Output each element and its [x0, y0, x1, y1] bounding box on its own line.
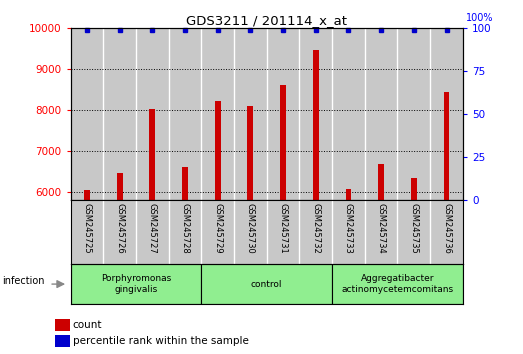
Text: GSM245727: GSM245727	[148, 202, 157, 253]
Bar	[150, 109, 155, 200]
Text: GSM245725: GSM245725	[83, 202, 92, 253]
Bar	[444, 92, 449, 200]
Bar	[84, 190, 90, 200]
Text: control: control	[251, 280, 282, 289]
Bar	[201, 28, 234, 200]
FancyBboxPatch shape	[332, 264, 463, 304]
Text: GSM245733: GSM245733	[344, 202, 353, 253]
Bar	[104, 28, 136, 200]
Bar	[332, 28, 365, 200]
Text: count: count	[73, 320, 103, 330]
FancyBboxPatch shape	[71, 264, 201, 304]
Bar	[234, 28, 267, 200]
Text: GSM245735: GSM245735	[410, 202, 418, 253]
Text: 100%: 100%	[465, 13, 493, 23]
Bar	[430, 28, 463, 200]
Bar	[397, 28, 430, 200]
Bar	[55, 335, 70, 347]
Bar	[117, 173, 122, 200]
Text: percentile rank within the sample: percentile rank within the sample	[73, 336, 249, 346]
Text: GSM245726: GSM245726	[115, 202, 124, 253]
Bar	[168, 28, 201, 200]
Text: Porphyromonas
gingivalis: Porphyromonas gingivalis	[101, 274, 171, 294]
Text: GSM245728: GSM245728	[180, 202, 189, 253]
Bar	[365, 28, 397, 200]
FancyBboxPatch shape	[201, 264, 332, 304]
Bar	[182, 167, 188, 200]
Text: GSM245736: GSM245736	[442, 202, 451, 253]
Text: GSM245730: GSM245730	[246, 202, 255, 253]
Bar	[280, 85, 286, 200]
Bar	[136, 28, 168, 200]
Text: GSM245731: GSM245731	[279, 202, 288, 253]
Text: Aggregatibacter
actinomycetemcomitans: Aggregatibacter actinomycetemcomitans	[342, 274, 453, 294]
Bar	[378, 164, 384, 200]
Bar	[346, 189, 351, 200]
Title: GDS3211 / 201114_x_at: GDS3211 / 201114_x_at	[186, 14, 347, 27]
Text: GSM245729: GSM245729	[213, 202, 222, 253]
Bar	[299, 28, 332, 200]
Text: GSM245732: GSM245732	[311, 202, 320, 253]
Bar	[71, 28, 104, 200]
Bar	[313, 50, 319, 200]
Text: infection: infection	[3, 275, 45, 286]
Bar	[247, 106, 253, 200]
Bar	[215, 101, 221, 200]
Bar	[267, 28, 299, 200]
Bar	[55, 319, 70, 331]
Text: GSM245734: GSM245734	[377, 202, 385, 253]
Bar	[411, 178, 417, 200]
